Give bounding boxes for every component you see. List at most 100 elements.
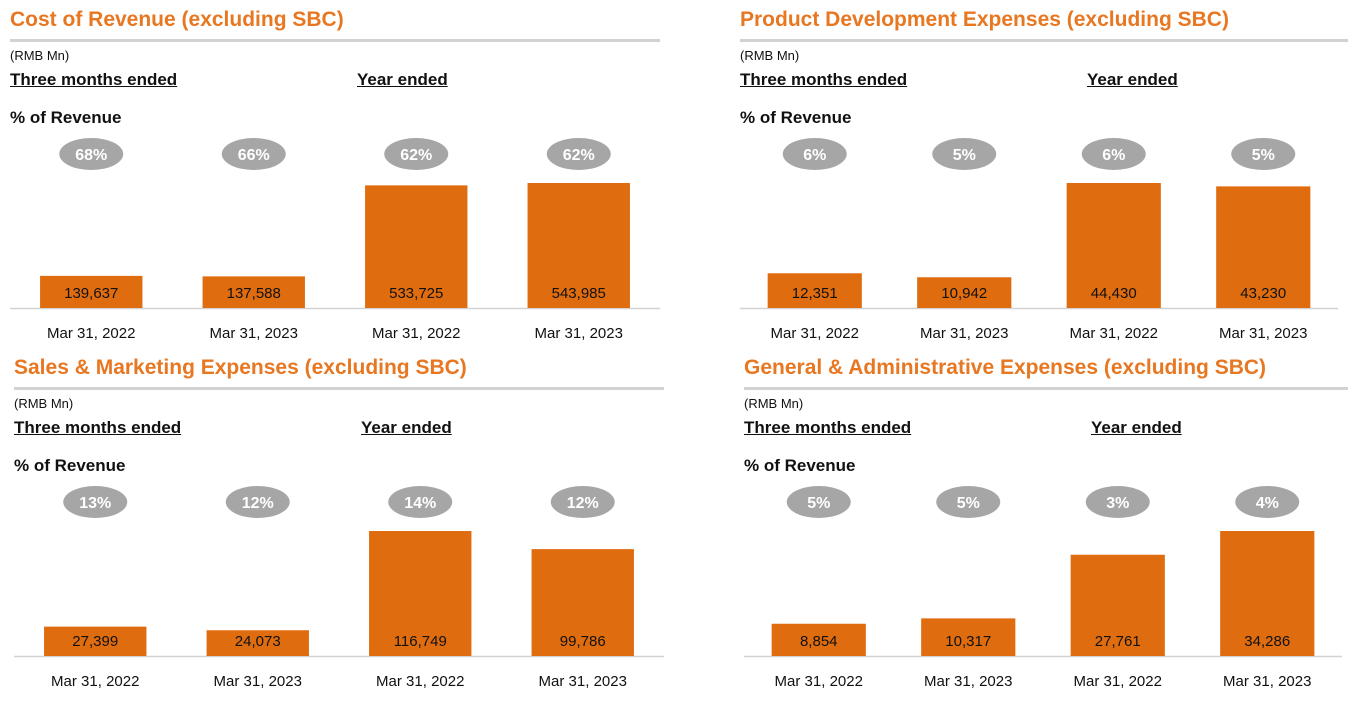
group-header-year: Year ended <box>1091 418 1182 437</box>
x-tick-label: Mar 31, 2022 <box>51 673 139 690</box>
x-tick-label: Mar 31, 2022 <box>1074 673 1162 690</box>
x-tick-label: Mar 31, 2023 <box>214 673 302 690</box>
bar-value-label: 139,637 <box>64 285 118 302</box>
x-tick-label: Mar 31, 2022 <box>47 325 135 342</box>
x-tick-label: Mar 31, 2023 <box>539 673 627 690</box>
pct-heading: % of Revenue <box>744 456 856 475</box>
bar <box>206 630 309 656</box>
x-tick-label: Mar 31, 2022 <box>372 325 460 342</box>
x-tick-label: Mar 31, 2023 <box>920 325 1008 342</box>
group-header-year: Year ended <box>361 418 452 437</box>
unit-label: (RMB Mn) <box>740 48 800 63</box>
x-tick-label: Mar 31, 2022 <box>376 673 464 690</box>
bar-value-label: 34,286 <box>1244 633 1290 650</box>
bar <box>531 549 634 656</box>
bar <box>40 275 143 308</box>
panel-cost-of-revenue: Cost of Revenue (excluding SBC) (RMB Mn)… <box>10 8 670 358</box>
bar <box>1216 186 1311 308</box>
pct-bubble <box>384 138 449 170</box>
title-rule <box>10 39 660 42</box>
group-header-three-months: Three months ended <box>740 70 908 89</box>
chart-title: Product Development Expenses (excluding … <box>740 8 1229 31</box>
pct-label: 62% <box>563 147 595 164</box>
group-header-year: Year ended <box>1087 70 1178 89</box>
bar-value-label: 137,588 <box>227 285 281 302</box>
bar <box>1220 531 1315 656</box>
chart-title: Cost of Revenue (excluding SBC) <box>10 8 344 31</box>
pct-label: 5% <box>957 495 980 512</box>
title-rule <box>14 387 664 390</box>
chart-area: 13% 27,399 Mar 31, 2022 12% 24,073 Mar 31, 20… <box>14 481 664 706</box>
bar-value-label: 543,985 <box>552 285 606 302</box>
pct-label: 14% <box>404 495 436 512</box>
pct-heading: % of Revenue <box>740 108 852 127</box>
bar <box>767 273 862 308</box>
pct-bubble <box>782 138 847 170</box>
pct-label: 5% <box>807 495 830 512</box>
bar-value-label: 27,761 <box>1095 633 1141 650</box>
pct-bubble <box>1231 138 1296 170</box>
pct-heading: % of Revenue <box>10 108 122 127</box>
bar-chart-svg: 13% 27,399 Mar 31, 2022 12% 24,073 Mar 31, 20… <box>14 486 664 690</box>
group-header-three-months: Three months ended <box>10 70 178 89</box>
pct-label: 6% <box>803 147 826 164</box>
x-tick-label: Mar 31, 2023 <box>210 325 298 342</box>
title-rule <box>740 39 1348 42</box>
bar <box>917 277 1012 308</box>
bar-value-label: 27,399 <box>72 633 118 650</box>
pct-label: 12% <box>242 495 274 512</box>
pct-label: 12% <box>567 495 599 512</box>
chart-title: General & Administrative Expenses (exclu… <box>744 356 1267 379</box>
group-header-three-months: Three months ended <box>744 418 912 437</box>
bar-chart-svg: 5% 8,854 Mar 31, 2022 5% 10,317 Mar 31, 2023 3… <box>744 486 1342 690</box>
pct-label: 4% <box>1256 495 1279 512</box>
x-tick-label: Mar 31, 2022 <box>775 673 863 690</box>
x-tick-label: Mar 31, 2022 <box>1070 325 1158 342</box>
unit-label: (RMB Mn) <box>14 396 74 411</box>
x-tick-label: Mar 31, 2023 <box>924 673 1012 690</box>
panel-general-administrative: General & Administrative Expenses (exclu… <box>744 356 1348 706</box>
bar-value-label: 10,942 <box>941 285 987 302</box>
panel-sales-marketing: Sales & Marketing Expenses (excluding SB… <box>14 356 674 706</box>
pct-label: 66% <box>238 147 270 164</box>
pct-bubble <box>1081 138 1146 170</box>
bar-chart-svg: 6% 12,351 Mar 31, 2022 5% 10,942 Mar 31, 2023… <box>740 138 1338 342</box>
bar <box>202 276 305 308</box>
unit-label: (RMB Mn) <box>744 396 804 411</box>
pct-label: 5% <box>1252 147 1275 164</box>
pct-bubble <box>225 486 290 518</box>
x-tick-label: Mar 31, 2023 <box>1219 325 1307 342</box>
pct-label: 68% <box>75 147 107 164</box>
pct-bubble <box>932 138 997 170</box>
pct-label: 3% <box>1106 495 1129 512</box>
bar <box>921 618 1016 656</box>
pct-bubble <box>63 486 128 518</box>
bar <box>527 183 630 308</box>
chart-title: Sales & Marketing Expenses (excluding SB… <box>14 356 467 379</box>
pct-bubble <box>936 486 1001 518</box>
pct-heading: % of Revenue <box>14 456 126 475</box>
x-tick-label: Mar 31, 2022 <box>771 325 859 342</box>
bar-value-label: 44,430 <box>1091 285 1137 302</box>
chart-area: 68% 139,637 Mar 31, 2022 66% 137,588 Mar 31, … <box>10 133 660 358</box>
pct-bubble <box>1085 486 1150 518</box>
bar-value-label: 116,749 <box>394 633 447 650</box>
x-tick-label: Mar 31, 2023 <box>1223 673 1311 690</box>
pct-bubble <box>546 138 611 170</box>
bar-value-label: 533,725 <box>389 285 443 302</box>
chart-area: 6% 12,351 Mar 31, 2022 5% 10,942 Mar 31, 2023… <box>740 133 1338 358</box>
pct-label: 6% <box>1102 147 1125 164</box>
pct-bubble <box>1235 486 1300 518</box>
pct-label: 62% <box>400 147 432 164</box>
pct-bubble <box>786 486 851 518</box>
bar <box>1066 183 1161 308</box>
pct-bubble <box>59 138 124 170</box>
bar-value-label: 24,073 <box>235 633 281 650</box>
pct-bubble <box>388 486 453 518</box>
unit-label: (RMB Mn) <box>10 48 70 63</box>
bar-value-label: 99,786 <box>560 633 606 650</box>
bar <box>44 626 147 656</box>
group-header-year: Year ended <box>357 70 448 89</box>
pct-label: 13% <box>79 495 111 512</box>
title-rule <box>744 387 1348 390</box>
